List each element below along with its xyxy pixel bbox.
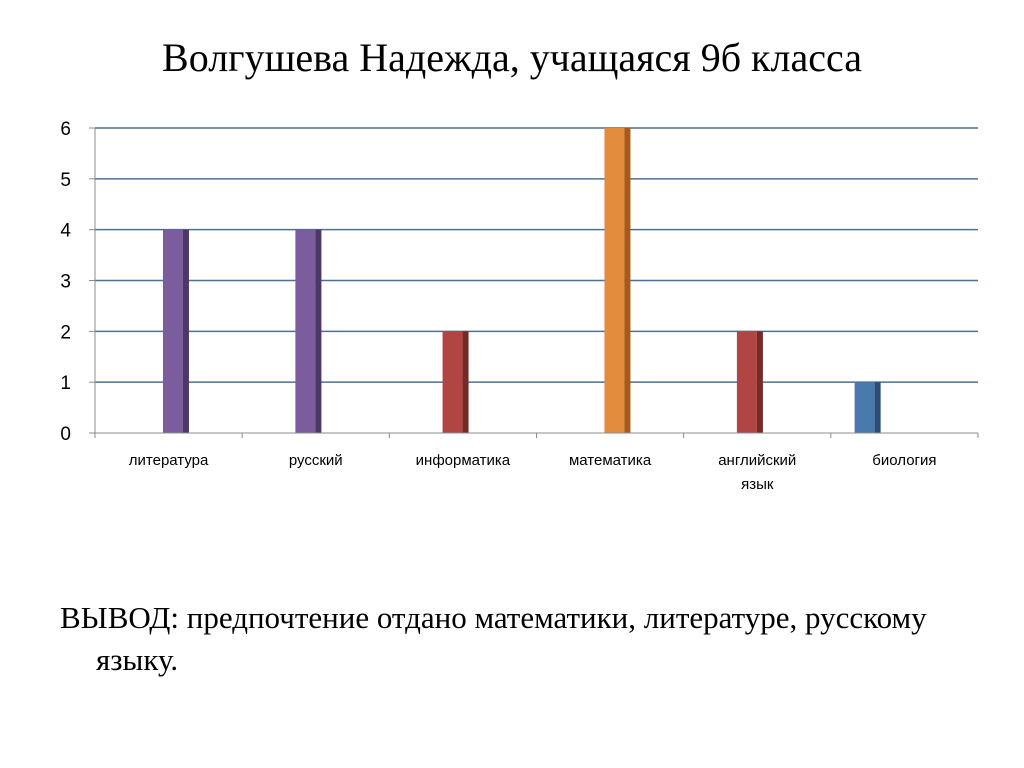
slide-title: Волгушева Надежда, учащаяся 9б класса <box>162 35 862 80</box>
x-axis-tick-labels: литература русский информатика математика ан… <box>129 452 937 493</box>
bar <box>736 331 757 433</box>
x-tick-label: русский <box>289 452 343 469</box>
bar <box>162 229 183 433</box>
bar-chart: 0 1 2 3 4 5 6 литература русский информатика мате… <box>60 119 979 493</box>
bar-side <box>874 382 881 433</box>
x-tick-label: информатика <box>416 452 511 469</box>
y-tick-label: 5 <box>60 170 71 191</box>
bar-side <box>315 229 322 433</box>
bar <box>604 128 625 433</box>
y-tick-label: 4 <box>60 221 71 242</box>
y-tick-label: 3 <box>60 272 71 293</box>
y-tick-label: 0 <box>60 424 71 445</box>
gridlines <box>95 127 978 383</box>
y-tick-label: 1 <box>60 373 71 394</box>
axes <box>89 127 979 438</box>
bar-side <box>624 128 631 433</box>
y-tick-label: 6 <box>60 119 71 140</box>
conclusion-text: ВЫВОД: предпочтение отдано математики, л… <box>60 597 976 681</box>
bar <box>442 331 463 433</box>
y-axis-tick-labels: 0 1 2 3 4 5 6 <box>60 119 71 445</box>
bar-side <box>462 331 469 433</box>
bars <box>162 128 881 433</box>
conclusion-label: ВЫВОД <box>60 600 171 635</box>
conclusion-body: : предпочтение отдано математики, литера… <box>96 600 927 677</box>
bar <box>295 229 316 433</box>
bar <box>854 382 875 433</box>
x-tick-label: математика <box>569 452 652 469</box>
y-tick-label: 2 <box>60 322 71 343</box>
x-tick-label: английский язык <box>718 452 796 493</box>
x-tick-label: литература <box>129 452 209 469</box>
bar-side <box>182 229 189 433</box>
bar-side <box>756 331 763 433</box>
x-tick-label: биология <box>872 452 936 469</box>
